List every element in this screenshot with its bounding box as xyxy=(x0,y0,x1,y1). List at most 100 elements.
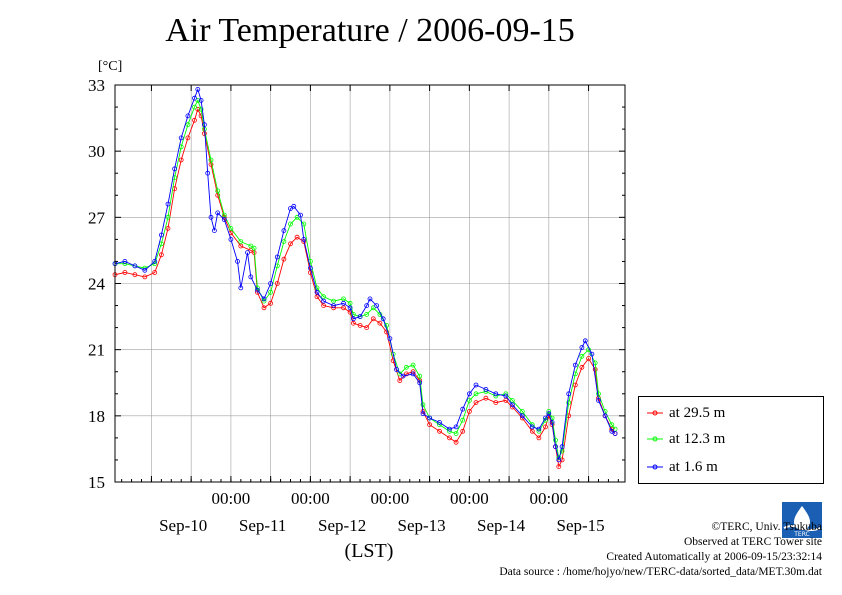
copyright-text: ©TERC, Univ. Tsukuba xyxy=(711,521,822,533)
data-point xyxy=(553,437,558,443)
data-point xyxy=(192,117,197,123)
data-point xyxy=(553,444,558,450)
y-tick-label: 15 xyxy=(88,473,105,492)
data-point xyxy=(609,428,615,434)
data-point xyxy=(466,391,472,397)
data-point xyxy=(228,225,234,231)
data-point xyxy=(460,417,466,423)
data-point xyxy=(291,203,297,209)
data-point xyxy=(447,426,452,432)
data-point xyxy=(387,336,393,342)
y-tick-label: 33 xyxy=(88,76,105,95)
data-point xyxy=(122,270,128,275)
legend-label: at 29.5 m xyxy=(669,404,726,421)
created-timestamp-text: Created Automatically at 2006-09-15/23:3… xyxy=(606,551,822,563)
data-point xyxy=(341,300,346,306)
data-point xyxy=(301,236,307,242)
data-point xyxy=(238,285,244,291)
data-point xyxy=(198,98,204,103)
data-point xyxy=(347,300,353,306)
data-point xyxy=(251,245,257,251)
data-source-text: Data source : /home/hojyo/new/TERC-data/… xyxy=(499,566,822,578)
legend-item: at 29.5 m xyxy=(647,403,725,423)
day-label: Sep-12 xyxy=(318,516,366,535)
data-point xyxy=(503,393,509,399)
data-point xyxy=(245,250,250,256)
data-point xyxy=(596,397,601,403)
data-point xyxy=(268,289,274,295)
data-point xyxy=(427,415,433,421)
data-point xyxy=(473,400,479,406)
data-point xyxy=(274,281,280,286)
data-point xyxy=(215,192,221,198)
y-tick-label: 30 xyxy=(88,142,105,161)
data-point xyxy=(536,426,542,432)
data-point xyxy=(158,232,164,238)
data-point xyxy=(397,378,403,383)
series-line xyxy=(114,87,616,461)
data-point xyxy=(483,386,489,392)
data-point xyxy=(370,305,376,311)
legend-marker-blue xyxy=(647,464,663,470)
data-point xyxy=(192,95,197,101)
data-point xyxy=(394,367,399,372)
data-point xyxy=(350,316,356,322)
data-point xyxy=(572,382,578,388)
data-point xyxy=(288,221,293,227)
data-point xyxy=(420,411,426,417)
data-point xyxy=(185,122,191,128)
data-point xyxy=(566,400,572,406)
chart-title: Air Temperature / 2006-09-15 xyxy=(165,12,575,49)
data-point xyxy=(201,122,207,128)
data-point xyxy=(268,281,274,286)
data-point xyxy=(473,382,479,388)
data-point xyxy=(281,228,287,234)
data-point xyxy=(195,98,201,103)
data-point xyxy=(556,464,562,470)
data-point xyxy=(152,258,158,264)
data-point xyxy=(165,225,171,231)
data-point xyxy=(543,415,548,421)
data-point xyxy=(347,309,353,315)
data-point xyxy=(142,267,148,273)
data-point xyxy=(559,444,565,450)
data-point xyxy=(453,439,459,445)
data-point xyxy=(192,104,197,110)
data-point xyxy=(437,428,442,434)
data-point xyxy=(397,371,403,377)
data-point xyxy=(556,457,562,463)
credits-block: ©TERC, Univ. Tsukuba Observed at TERC To… xyxy=(499,520,822,580)
data-point xyxy=(579,353,585,359)
data-point xyxy=(384,322,390,328)
data-point xyxy=(211,228,217,234)
x-tick-label: 00:00 xyxy=(371,489,410,508)
data-point xyxy=(370,316,376,322)
data-point xyxy=(519,413,525,419)
series-line xyxy=(114,108,616,469)
data-point xyxy=(417,380,423,386)
data-point xyxy=(268,300,274,306)
data-point xyxy=(152,270,158,275)
data-point xyxy=(529,424,535,430)
data-point xyxy=(364,325,370,331)
data-point xyxy=(142,274,148,280)
data-point xyxy=(357,322,363,328)
data-point xyxy=(377,320,383,326)
y-tick-label: 27 xyxy=(88,208,106,227)
data-point xyxy=(609,422,615,428)
legend-label: at 1.6 m xyxy=(669,458,718,475)
data-point xyxy=(205,170,211,176)
data-point xyxy=(331,298,337,304)
data-point xyxy=(132,263,138,269)
y-tick-label: 24 xyxy=(88,275,106,294)
data-point xyxy=(195,106,201,112)
data-point xyxy=(321,298,327,304)
x-axis: 00:00 00:00 00:00 00:00 00:00 Sep-10 Sep-11 Sep… xyxy=(121,85,619,535)
x-tick-label: 00:00 xyxy=(529,489,568,508)
data-point xyxy=(314,294,320,300)
data-point xyxy=(185,135,191,141)
series-at-1-6-m xyxy=(112,87,618,463)
data-point xyxy=(321,303,327,309)
day-label: Sep-13 xyxy=(398,516,446,535)
data-point xyxy=(483,395,489,401)
